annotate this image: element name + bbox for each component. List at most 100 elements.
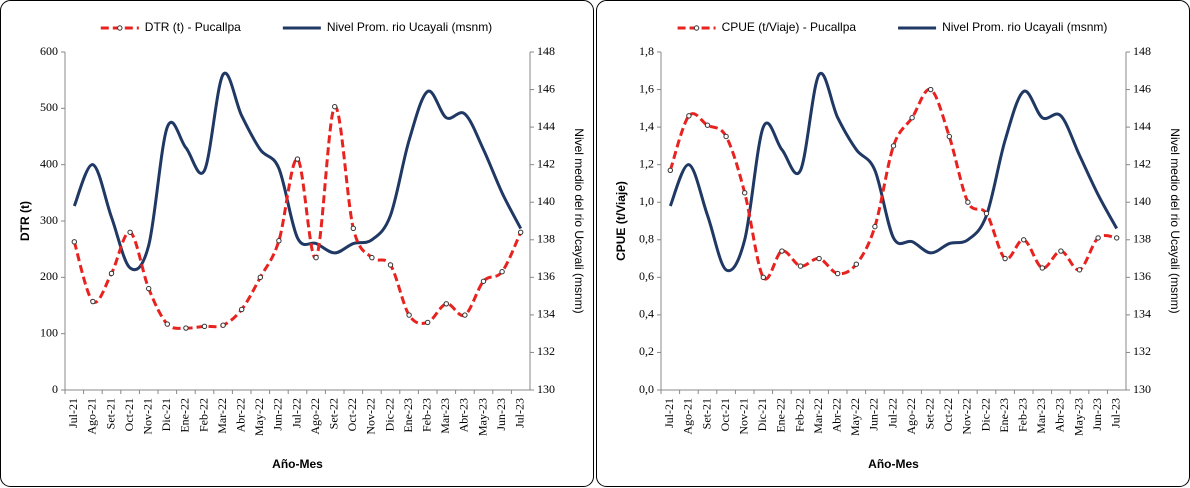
x-tick-label: Dic-22 [382, 398, 396, 431]
point [332, 103, 338, 110]
y2-tick-label: 144 [1133, 119, 1151, 133]
legend-label: Nivel Prom. rio Ucayali (msnm) [327, 20, 492, 34]
y-tick-label: 1,2 [639, 156, 654, 170]
x-tick-label: Set-21 [699, 398, 713, 429]
point [983, 210, 990, 217]
x-tick-label: Jul-23 [1108, 398, 1122, 428]
point [704, 122, 711, 128]
x-tick-label: Nov-21 [736, 398, 750, 435]
y-tick-label: 300 [40, 213, 58, 227]
y-tick-label: 1,6 [639, 81, 654, 95]
point [667, 167, 673, 174]
x-tick-label: Dic-21 [159, 398, 173, 431]
point [127, 229, 133, 235]
x-tick-label: Set-22 [922, 398, 936, 429]
legend-label: Nivel Prom. rio Ucayali (msnm) [942, 20, 1107, 34]
y2-tick-label: 146 [1133, 81, 1151, 95]
point [425, 319, 431, 326]
point [890, 143, 897, 149]
y2-tick-label: 132 [537, 344, 555, 358]
point [723, 133, 729, 140]
x-tick-label: Ago-21 [681, 398, 695, 435]
y2-tick-label: 136 [537, 269, 555, 283]
x-tick-label: Nov-22 [364, 398, 378, 435]
point [946, 133, 952, 140]
x-tick-label: Abr-22 [233, 398, 247, 432]
x-tick-label: May-23 [1071, 398, 1085, 436]
x-axis-label: Año-Mes [272, 457, 323, 471]
point [239, 306, 245, 313]
y-tick-label: 0,6 [639, 269, 654, 283]
point [257, 274, 263, 281]
x-tick-label: Nov-21 [140, 398, 154, 435]
point [928, 86, 934, 93]
x-tick-label: Ago-21 [85, 398, 99, 435]
x-tick-label: Jul-22 [289, 398, 303, 428]
x-tick-label: Ene-22 [178, 398, 192, 433]
y-tick-label: 600 [40, 44, 58, 58]
y2-tick-label: 136 [1133, 269, 1151, 283]
x-tick-label: Ene-22 [774, 398, 788, 433]
point [313, 254, 319, 261]
point [108, 270, 115, 277]
point [816, 255, 822, 262]
point [760, 274, 766, 281]
x-tick-label: Set-22 [326, 398, 340, 429]
point [909, 115, 915, 121]
x-tick-label: Ago-22 [904, 398, 918, 435]
point [220, 322, 226, 328]
x-tick-label: Ene-23 [997, 398, 1011, 433]
series-line [72, 71, 523, 272]
point [1058, 248, 1064, 254]
x-tick-label: Jun-23 [494, 398, 508, 431]
y2-tick-label: 134 [1133, 307, 1151, 321]
x-tick-label: May-23 [475, 398, 489, 436]
x-tick-label: Jul-21 [662, 398, 676, 428]
point [779, 248, 785, 254]
x-tick-label: Mar-23 [438, 398, 452, 434]
y-tick-label: 0,8 [639, 232, 654, 246]
point [965, 199, 971, 205]
x-tick-label: Ago-22 [308, 398, 322, 435]
x-tick-label: Dic-21 [755, 398, 769, 431]
point [499, 269, 505, 275]
point [294, 156, 301, 162]
panel [0, 0, 594, 487]
point [201, 323, 208, 330]
point [369, 254, 375, 261]
point [90, 298, 96, 305]
y2-tick-label: 142 [537, 156, 555, 170]
point [146, 285, 152, 292]
point [462, 312, 468, 318]
x-tick-label: Oct-22 [345, 398, 359, 431]
y2-axis-label: Nivel medio del rio Ucayali (msnm) [572, 128, 586, 313]
x-tick-label: Nov-22 [960, 398, 974, 435]
point [164, 321, 171, 327]
point [1095, 235, 1101, 241]
x-axis-label: Año-Mes [868, 457, 919, 471]
x-tick-label: Feb-23 [1015, 398, 1029, 432]
y2-tick-label: 132 [1133, 344, 1151, 358]
x-tick-label: Jul-21 [66, 398, 80, 428]
y-tick-label: 0,4 [639, 307, 654, 321]
point [853, 261, 859, 267]
point [183, 325, 189, 331]
x-tick-label: Mar-22 [811, 398, 825, 434]
point [872, 223, 878, 230]
point [387, 262, 394, 268]
point [1076, 267, 1083, 273]
x-tick-label: May-22 [848, 398, 862, 436]
y2-tick-label: 142 [1133, 156, 1151, 170]
point [742, 190, 748, 196]
x-tick-label: Oct-22 [941, 398, 955, 431]
y2-tick-label: 134 [537, 307, 555, 321]
point [1039, 265, 1046, 271]
y-axis-label: CPUE (t/Viaje) [614, 181, 628, 261]
point [406, 312, 412, 318]
point [518, 229, 524, 235]
point [276, 238, 282, 244]
y2-tick-label: 130 [537, 382, 555, 396]
x-tick-label: Abr-22 [829, 398, 843, 432]
y-tick-label: 0 [52, 382, 58, 396]
